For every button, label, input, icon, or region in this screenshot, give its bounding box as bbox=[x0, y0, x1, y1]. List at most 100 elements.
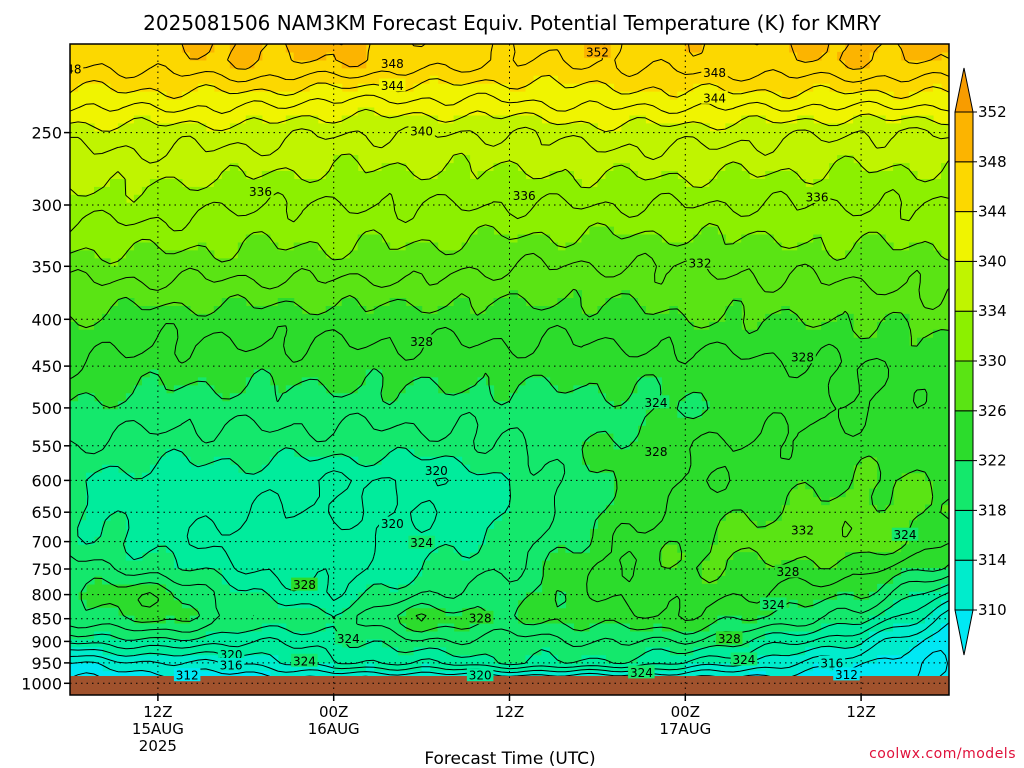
contour-line bbox=[70, 92, 949, 114]
contour-label: 328 bbox=[291, 577, 318, 592]
contour-label-bg bbox=[701, 65, 728, 79]
contour-label-bg bbox=[173, 668, 201, 682]
contour-label-text: 328 bbox=[410, 335, 433, 349]
colorbar-swatch bbox=[954, 260, 974, 312]
colorbar-swatch bbox=[954, 67, 974, 113]
contour-label: 328 bbox=[789, 350, 816, 365]
contour-band bbox=[181, 44, 949, 69]
colorbar-swatch bbox=[954, 410, 974, 462]
contour-line bbox=[70, 411, 949, 647]
contour-label: 312 bbox=[833, 667, 860, 682]
contour-label-text: 352 bbox=[586, 45, 609, 59]
contour-label-bg bbox=[716, 631, 743, 645]
contour-label-bg bbox=[408, 124, 435, 137]
x-tick-label: 12Z bbox=[495, 703, 524, 721]
contour-label: 336 bbox=[510, 188, 538, 203]
contour-line bbox=[181, 44, 949, 70]
contour-label-bg bbox=[70, 62, 84, 75]
contour-label-text: 336 bbox=[513, 189, 536, 203]
colorbar-swatch bbox=[954, 559, 974, 611]
contour-label: 328 bbox=[774, 564, 802, 579]
plot-area: 352 348 348 348 344 344 344 340 336 336 336 332 328 3… bbox=[13, 44, 949, 695]
contour-label-text: 324 bbox=[337, 632, 360, 646]
colorbar-tick-label: 322 bbox=[978, 452, 1007, 470]
y-tick-label: 900 bbox=[31, 632, 62, 651]
contour-label-bg bbox=[335, 631, 362, 645]
contour-label-bg bbox=[628, 665, 655, 679]
colorbar-swatch bbox=[954, 509, 974, 561]
contour-line bbox=[70, 125, 949, 164]
contour-label-text: 324 bbox=[630, 666, 653, 680]
contour-label-bg bbox=[247, 184, 274, 198]
contour-label-text: 344 bbox=[703, 91, 726, 105]
contour-label: 344 bbox=[379, 78, 406, 93]
y-tick-label: 1000 bbox=[21, 674, 62, 693]
colorbar-tick-label: 334 bbox=[978, 302, 1007, 320]
y-tick-label: 450 bbox=[31, 357, 62, 376]
y-tick-label: 700 bbox=[31, 533, 62, 552]
contour-label: 324 bbox=[642, 395, 670, 410]
contour-label-bg bbox=[466, 668, 494, 682]
contour-label-bg bbox=[42, 84, 69, 97]
contour-label: 344 bbox=[42, 84, 69, 99]
contour-label: 312 bbox=[173, 668, 201, 683]
y-tick-label: 350 bbox=[31, 257, 62, 276]
contour-label-text: 328 bbox=[776, 565, 799, 579]
contour-line bbox=[70, 446, 949, 666]
contour-label-text: 336 bbox=[249, 185, 272, 199]
contour-label: 320 bbox=[379, 516, 406, 531]
colorbar-tick-label: 314 bbox=[978, 551, 1007, 569]
contour-label-text: 340 bbox=[410, 125, 433, 139]
y-tick-label: 850 bbox=[31, 610, 62, 629]
y-tick-label: 400 bbox=[31, 310, 62, 329]
grid-lines bbox=[70, 44, 949, 695]
x-axis-label: Forecast Time (UTC) bbox=[424, 749, 595, 768]
contour-label-text: 328 bbox=[15, 342, 38, 356]
contour-label: 340 bbox=[408, 124, 435, 139]
colorbar-swatch bbox=[954, 310, 974, 362]
contour-label-bg bbox=[408, 334, 435, 348]
contour-label-bg bbox=[730, 652, 758, 666]
contour-label: 352 bbox=[584, 44, 611, 59]
contour-label: 348 bbox=[70, 62, 84, 77]
contour-line bbox=[70, 108, 949, 133]
contour-label: 328 bbox=[13, 341, 40, 356]
y-axis: 250 300 350 400 450 500 550 600 650 700 750 800 850 9… bbox=[21, 124, 70, 693]
contour-label-bg bbox=[701, 90, 728, 104]
contour-label-text: 332 bbox=[791, 524, 814, 538]
contour-label: 324 bbox=[760, 597, 787, 612]
contour-label-text: 348 bbox=[703, 66, 726, 80]
colorbar-tick-label: 318 bbox=[978, 501, 1007, 519]
contour-label: 320 bbox=[466, 668, 494, 683]
contour-label-text: 344 bbox=[44, 84, 67, 98]
contour-label-text: 344 bbox=[381, 79, 404, 93]
contour-label-bg bbox=[379, 78, 406, 92]
y-tick-label: 800 bbox=[31, 586, 62, 605]
contour-label-bg bbox=[789, 523, 816, 537]
contour-label: 348 bbox=[701, 65, 728, 80]
contour-label: 348 bbox=[379, 56, 406, 71]
colorbar-swatch bbox=[954, 161, 974, 213]
contour-label-bg bbox=[510, 188, 538, 202]
contour-label: 328 bbox=[642, 444, 670, 459]
y-tick-label: 650 bbox=[31, 503, 62, 522]
colorbar-swatch bbox=[954, 609, 974, 656]
contour-label-bg bbox=[642, 395, 670, 409]
contour-label-bg bbox=[833, 667, 860, 681]
colorbar-tick-label: 348 bbox=[978, 153, 1007, 171]
contour-line bbox=[70, 74, 949, 99]
colorbar-swatch bbox=[954, 111, 974, 163]
contour-label-bg bbox=[408, 535, 435, 549]
contour-label-text: 328 bbox=[293, 578, 316, 592]
y-tick-label: 600 bbox=[31, 471, 62, 490]
contour-label-bg bbox=[379, 516, 406, 530]
colorbar-tick-label: 310 bbox=[978, 601, 1007, 619]
contour-label-bg bbox=[379, 56, 406, 70]
y-tick-label: 500 bbox=[31, 399, 62, 418]
x-tick-label: 12Z bbox=[143, 703, 172, 721]
contour-label: 336 bbox=[803, 190, 831, 205]
contour-label: 328 bbox=[716, 631, 743, 646]
x-tick-label: 00Z bbox=[671, 703, 700, 721]
